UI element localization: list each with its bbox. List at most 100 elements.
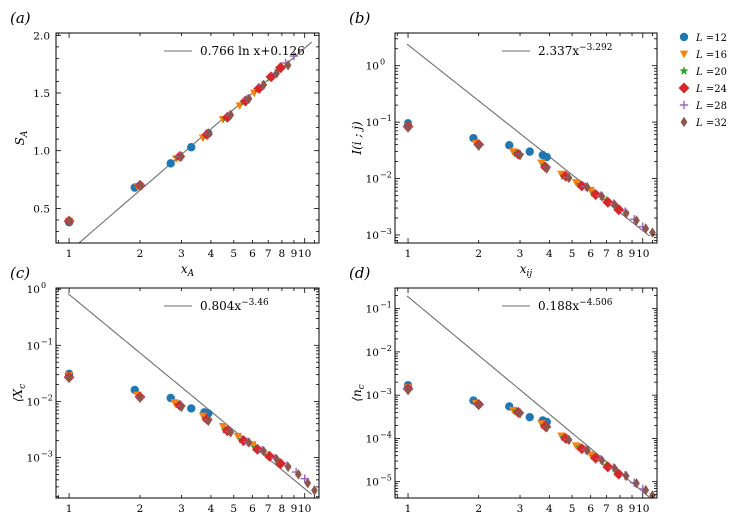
fit-legend-label: 0.188x−4.506 [538, 298, 613, 313]
y-tick-label: 10 [366, 347, 379, 359]
data-point [218, 422, 228, 431]
y-tick-exponent: −2 [41, 393, 53, 402]
data-point [245, 437, 253, 448]
x-tick-label: 6 [587, 503, 594, 515]
series-L32 [404, 122, 656, 238]
x-tick-label: 1 [405, 248, 412, 260]
y-tick-label: 1.0 [33, 146, 50, 158]
legend-marker [679, 66, 689, 75]
data-point [187, 404, 196, 413]
data-point [238, 435, 249, 447]
series-L32 [65, 372, 318, 496]
data-point [475, 399, 483, 411]
series-L24 [402, 383, 625, 480]
data-point [187, 143, 196, 152]
data-point [583, 182, 591, 193]
data-point [204, 415, 212, 427]
data-point [613, 468, 625, 480]
x-tick-label: 5 [569, 503, 576, 515]
x-tick-label: 7 [265, 503, 272, 515]
data-point [642, 484, 650, 496]
legend-marker [679, 32, 689, 42]
data-point [543, 163, 551, 174]
x-tick-label: 5 [230, 503, 237, 515]
y-tick-exponent: −2 [380, 344, 392, 353]
data-point [221, 111, 233, 123]
x-tick-label: 8 [279, 248, 286, 260]
data-point [565, 172, 573, 184]
fit-line [67, 293, 312, 495]
data-point [543, 422, 551, 433]
axes-frame [394, 32, 658, 244]
data-point [649, 490, 656, 498]
data-point [136, 180, 144, 191]
series-L16 [64, 372, 257, 449]
x-axis-label: xij [520, 262, 533, 279]
panel-a: 1 2 3 4 5 6 7 8 9 10 0.5 1.0 1.5 2.0(a) xA SA 0.766 ln x… [10, 9, 320, 279]
x-tick-label: 9 [291, 248, 298, 260]
data-point [649, 227, 656, 238]
data-point [611, 199, 619, 211]
legend-label: L =12 [695, 33, 727, 44]
x-tick-label: 8 [617, 248, 624, 260]
y-tick-label: 10 [366, 390, 379, 402]
y-tick-exponent: −3 [41, 450, 53, 459]
y-tick-label: 10 [366, 117, 379, 129]
x-axis: 1 2 3 4 5 6 7 8 9 10 [57, 33, 315, 260]
x-tick-label: 9 [629, 248, 636, 260]
data-point [404, 122, 412, 133]
data-point [284, 461, 292, 473]
series-L28 [64, 373, 309, 483]
data-point [583, 445, 591, 456]
axes-frame [394, 287, 658, 499]
panel-c: 1234567891010−310−210−1100(c)xij⟨Xc0.804… [10, 264, 320, 521]
data-point [233, 432, 242, 441]
y-tick-exponent: −1 [41, 337, 53, 346]
x-tick-label: 6 [249, 503, 256, 515]
y-tick-exponent: −3 [380, 227, 392, 236]
x-tick-label: 7 [603, 503, 610, 515]
series-L20 [403, 384, 623, 477]
y-tick-label: 10 [27, 340, 40, 352]
legend-marker [678, 82, 690, 94]
data-point [289, 51, 299, 61]
y-tick-exponent: 0 [41, 281, 46, 290]
data-point [602, 461, 614, 473]
x-tick-label: 7 [603, 248, 610, 260]
legend-marker [679, 100, 689, 110]
y-axis-label: SA [13, 130, 30, 145]
data-point [65, 215, 73, 227]
x-tick-label: 1 [66, 248, 73, 260]
y-axis: 0.5 1.0 1.5 2.0 [33, 30, 319, 232]
panel-label: (a) [10, 9, 31, 27]
y-axis-label: ⟨nc [350, 384, 367, 401]
data-point [65, 372, 73, 384]
y-axis-label: ⟨Xc [11, 384, 28, 402]
data-point [273, 454, 280, 465]
y-tick-exponent: −2 [380, 171, 392, 180]
series-L20 [64, 371, 284, 467]
y-tick-exponent: −1 [380, 114, 392, 123]
y-tick-exponent: −4 [380, 430, 392, 439]
data-point [204, 128, 212, 139]
x-axis: 1 2 3 4 5 6 7 8 9 10 [396, 288, 653, 515]
fit-legend-label: 0.766 ln x+0.126 [200, 44, 305, 58]
x-tick-label: 4 [546, 248, 553, 260]
x-tick-label: 7 [265, 248, 272, 260]
y-tick-exponent: −3 [380, 387, 392, 396]
x-tick-label: 8 [279, 503, 286, 515]
legend-label: L =28 [695, 101, 727, 112]
y-tick-label: 10 [27, 396, 40, 408]
series-L20 [64, 63, 284, 225]
x-tick-label: 5 [230, 248, 237, 260]
data-point [273, 68, 280, 79]
series-L16 [403, 122, 595, 195]
axes-frame [55, 32, 320, 244]
data-point [284, 60, 292, 71]
series-L20 [403, 121, 623, 212]
legend-marker [679, 50, 689, 59]
data-point [265, 71, 277, 83]
data-point [633, 215, 640, 226]
y-axis: 10−510−410−310−210−1 [366, 295, 657, 496]
data-point [251, 443, 263, 455]
